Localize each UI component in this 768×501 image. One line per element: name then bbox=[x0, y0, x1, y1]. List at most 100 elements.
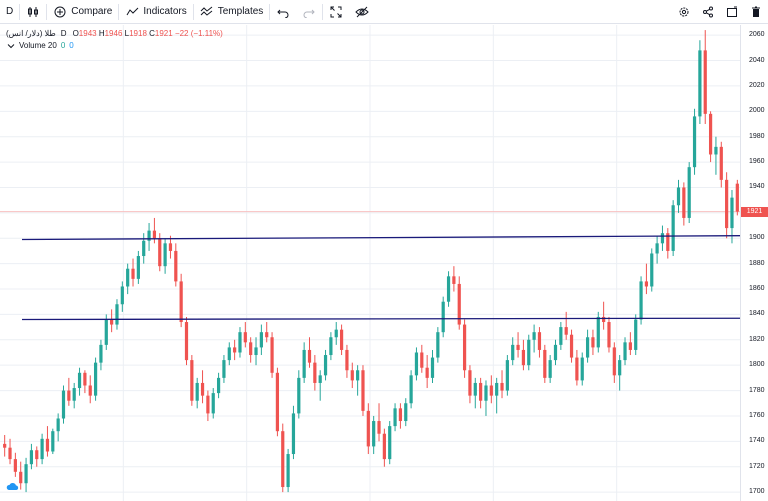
templates-button[interactable]: Templates bbox=[194, 0, 270, 24]
candle-body bbox=[249, 342, 253, 356]
redo-button[interactable] bbox=[296, 0, 322, 24]
delete-button[interactable] bbox=[744, 0, 768, 24]
candle bbox=[628, 332, 632, 356]
candle-body bbox=[372, 421, 376, 447]
snapshot-button[interactable] bbox=[720, 0, 744, 24]
candle bbox=[441, 296, 445, 338]
candle-body bbox=[356, 370, 360, 381]
candle bbox=[158, 233, 162, 272]
candle-body bbox=[409, 375, 413, 404]
candle-body bbox=[345, 349, 349, 371]
candle bbox=[500, 370, 504, 399]
chart-legend: طلا (دلار/ انس) D O 1943 H 1946 L 1918 C 192… bbox=[6, 28, 223, 52]
candle-body bbox=[537, 332, 542, 350]
candle bbox=[318, 370, 322, 401]
candle-body bbox=[51, 431, 55, 452]
candle bbox=[398, 403, 403, 429]
interval-button[interactable]: D bbox=[0, 0, 19, 24]
fullscreen-button[interactable] bbox=[323, 0, 349, 24]
candle-body bbox=[361, 370, 365, 411]
price-chart[interactable] bbox=[0, 25, 741, 501]
candle bbox=[313, 355, 317, 391]
candle-body bbox=[190, 360, 194, 401]
volume-ma-value: 0 bbox=[69, 41, 74, 50]
chart-style-button[interactable] bbox=[20, 0, 46, 24]
toolbar-divider bbox=[46, 3, 48, 20]
candle-body bbox=[596, 316, 600, 348]
candle bbox=[249, 337, 253, 363]
candle-body bbox=[612, 347, 616, 376]
candle-body bbox=[468, 370, 472, 396]
candle bbox=[254, 337, 258, 366]
candle-body bbox=[527, 339, 531, 366]
candle bbox=[532, 324, 536, 353]
price-tick-label: 1980 bbox=[749, 132, 765, 140]
candle bbox=[88, 375, 92, 404]
candle bbox=[270, 332, 274, 378]
candle bbox=[238, 327, 242, 358]
indicators-button[interactable]: Indicators bbox=[119, 0, 192, 24]
candle-body bbox=[302, 349, 306, 378]
trendline-2[interactable] bbox=[21, 317, 741, 321]
volume-period: 20 bbox=[47, 41, 57, 50]
candle-body bbox=[323, 355, 328, 376]
volume-legend-row: Volume 20 0 0 bbox=[6, 40, 223, 52]
candle bbox=[265, 322, 269, 343]
candle bbox=[553, 339, 558, 366]
candle bbox=[93, 357, 98, 401]
candle bbox=[19, 461, 23, 490]
price-tick-label: 1720 bbox=[749, 462, 765, 470]
candle-body bbox=[77, 372, 82, 389]
candle-body bbox=[591, 337, 595, 348]
symbol-name[interactable]: طلا (دلار/ انس) bbox=[6, 29, 56, 38]
settings-button[interactable] bbox=[672, 0, 696, 24]
candle bbox=[409, 370, 413, 409]
candle-body bbox=[216, 377, 221, 394]
low-value: 1918 bbox=[129, 29, 147, 38]
candle-body bbox=[634, 319, 638, 350]
candle bbox=[479, 377, 483, 409]
candle-body bbox=[521, 349, 526, 366]
candle-body bbox=[115, 304, 119, 325]
candle bbox=[436, 327, 440, 363]
compare-button[interactable]: Compare bbox=[47, 0, 118, 24]
candle-body bbox=[446, 276, 451, 302]
candle bbox=[286, 448, 290, 493]
candle-body bbox=[227, 347, 231, 361]
candle bbox=[591, 329, 595, 356]
candle-body bbox=[505, 360, 509, 391]
candle-body bbox=[126, 268, 130, 287]
undo-button[interactable] bbox=[270, 0, 296, 24]
chart-pane[interactable] bbox=[0, 25, 741, 501]
price-axis[interactable] bbox=[740, 25, 768, 501]
candle-body bbox=[131, 268, 135, 279]
chevron-down-icon[interactable] bbox=[6, 41, 16, 51]
hide-drawings-button[interactable] bbox=[349, 0, 375, 24]
candle-body bbox=[147, 230, 151, 241]
price-tick-label: 1900 bbox=[749, 234, 765, 242]
candle-body bbox=[735, 183, 739, 212]
candle-body bbox=[24, 464, 28, 484]
candle-body bbox=[404, 403, 408, 422]
toolbar-divider bbox=[192, 3, 194, 20]
candle bbox=[372, 415, 376, 455]
volume-label[interactable]: Volume bbox=[19, 41, 46, 50]
candle-body bbox=[233, 347, 237, 353]
candle-body bbox=[457, 283, 461, 325]
candle bbox=[473, 377, 477, 409]
price-tick-label: 1800 bbox=[749, 361, 765, 369]
candle-body bbox=[473, 382, 477, 396]
candle-body bbox=[297, 377, 301, 414]
candle-body bbox=[671, 205, 675, 251]
candle-body bbox=[382, 433, 386, 460]
share-button[interactable] bbox=[696, 0, 720, 24]
candle-body bbox=[334, 329, 338, 338]
candle-body bbox=[708, 113, 713, 155]
candle bbox=[676, 179, 681, 213]
candle-body bbox=[88, 385, 92, 396]
candle bbox=[666, 228, 670, 259]
indicators-icon bbox=[125, 5, 139, 19]
candle-body bbox=[158, 238, 162, 267]
candle-body bbox=[730, 197, 734, 229]
trendline-1[interactable] bbox=[21, 235, 741, 241]
